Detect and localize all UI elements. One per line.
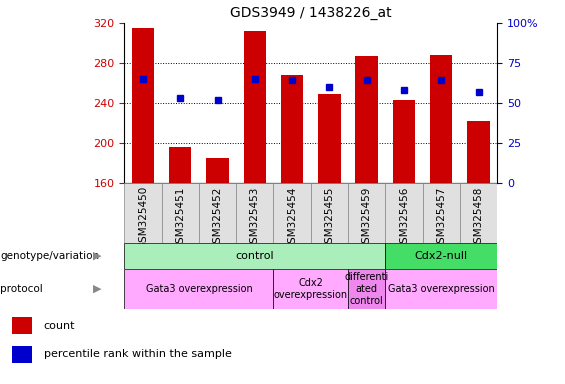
Text: percentile rank within the sample: percentile rank within the sample: [44, 349, 232, 359]
FancyBboxPatch shape: [348, 269, 385, 309]
FancyBboxPatch shape: [460, 183, 497, 243]
Text: GSM325452: GSM325452: [212, 186, 223, 250]
Text: GSM325450: GSM325450: [138, 186, 148, 249]
Bar: [467, 121, 490, 183]
Text: ▶: ▶: [93, 284, 102, 294]
Bar: [318, 94, 341, 183]
Bar: [355, 56, 378, 183]
Text: GSM325459: GSM325459: [362, 186, 372, 250]
Bar: [430, 55, 453, 183]
Bar: [393, 100, 415, 183]
Bar: [244, 31, 266, 183]
Text: GSM325455: GSM325455: [324, 186, 334, 250]
FancyBboxPatch shape: [273, 269, 348, 309]
FancyBboxPatch shape: [124, 269, 273, 309]
Text: Gata3 overexpression: Gata3 overexpression: [388, 284, 494, 294]
Text: protocol: protocol: [0, 284, 43, 294]
Text: control: control: [236, 251, 274, 261]
Text: differenti
ated
control: differenti ated control: [345, 272, 389, 306]
FancyBboxPatch shape: [236, 183, 273, 243]
FancyBboxPatch shape: [385, 183, 423, 243]
Text: GSM325458: GSM325458: [473, 186, 484, 250]
Text: ▶: ▶: [93, 251, 102, 261]
FancyBboxPatch shape: [385, 243, 497, 269]
Text: GSM325457: GSM325457: [436, 186, 446, 250]
Bar: [132, 28, 154, 183]
FancyBboxPatch shape: [199, 183, 236, 243]
FancyBboxPatch shape: [162, 183, 199, 243]
Text: GSM325453: GSM325453: [250, 186, 260, 250]
Bar: [12, 346, 32, 362]
FancyBboxPatch shape: [348, 183, 385, 243]
FancyBboxPatch shape: [273, 183, 311, 243]
Bar: [281, 75, 303, 183]
Text: Cdx2-null: Cdx2-null: [415, 251, 468, 261]
Title: GDS3949 / 1438226_at: GDS3949 / 1438226_at: [230, 6, 392, 20]
Text: GSM325451: GSM325451: [175, 186, 185, 250]
Text: Gata3 overexpression: Gata3 overexpression: [146, 284, 252, 294]
FancyBboxPatch shape: [385, 269, 497, 309]
Bar: [169, 147, 192, 183]
Text: count: count: [44, 321, 75, 331]
Text: genotype/variation: genotype/variation: [0, 251, 99, 261]
FancyBboxPatch shape: [423, 183, 460, 243]
FancyBboxPatch shape: [124, 243, 385, 269]
Bar: [206, 158, 229, 183]
FancyBboxPatch shape: [124, 183, 162, 243]
Text: GSM325456: GSM325456: [399, 186, 409, 250]
Bar: [12, 318, 32, 334]
Text: GSM325454: GSM325454: [287, 186, 297, 250]
FancyBboxPatch shape: [311, 183, 348, 243]
Text: Cdx2
overexpression: Cdx2 overexpression: [273, 278, 348, 300]
